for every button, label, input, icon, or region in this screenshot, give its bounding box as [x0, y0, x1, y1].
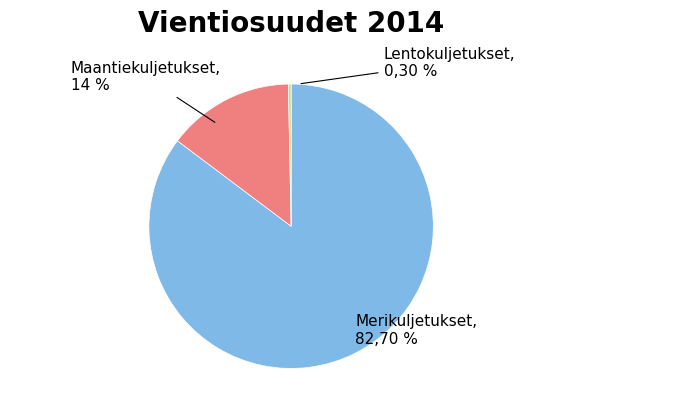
Text: Lentokuljetukset,
0,30 %: Lentokuljetukset, 0,30 % — [301, 46, 515, 84]
Text: Merikuljetukset,
82,70 %: Merikuljetukset, 82,70 % — [355, 314, 477, 347]
Title: Vientiosuudet 2014: Vientiosuudet 2014 — [138, 10, 445, 38]
Wedge shape — [149, 84, 434, 368]
Text: Maantiekuljetukset,
14 %: Maantiekuljetukset, 14 % — [71, 61, 221, 122]
Wedge shape — [177, 84, 291, 226]
Wedge shape — [288, 84, 291, 226]
